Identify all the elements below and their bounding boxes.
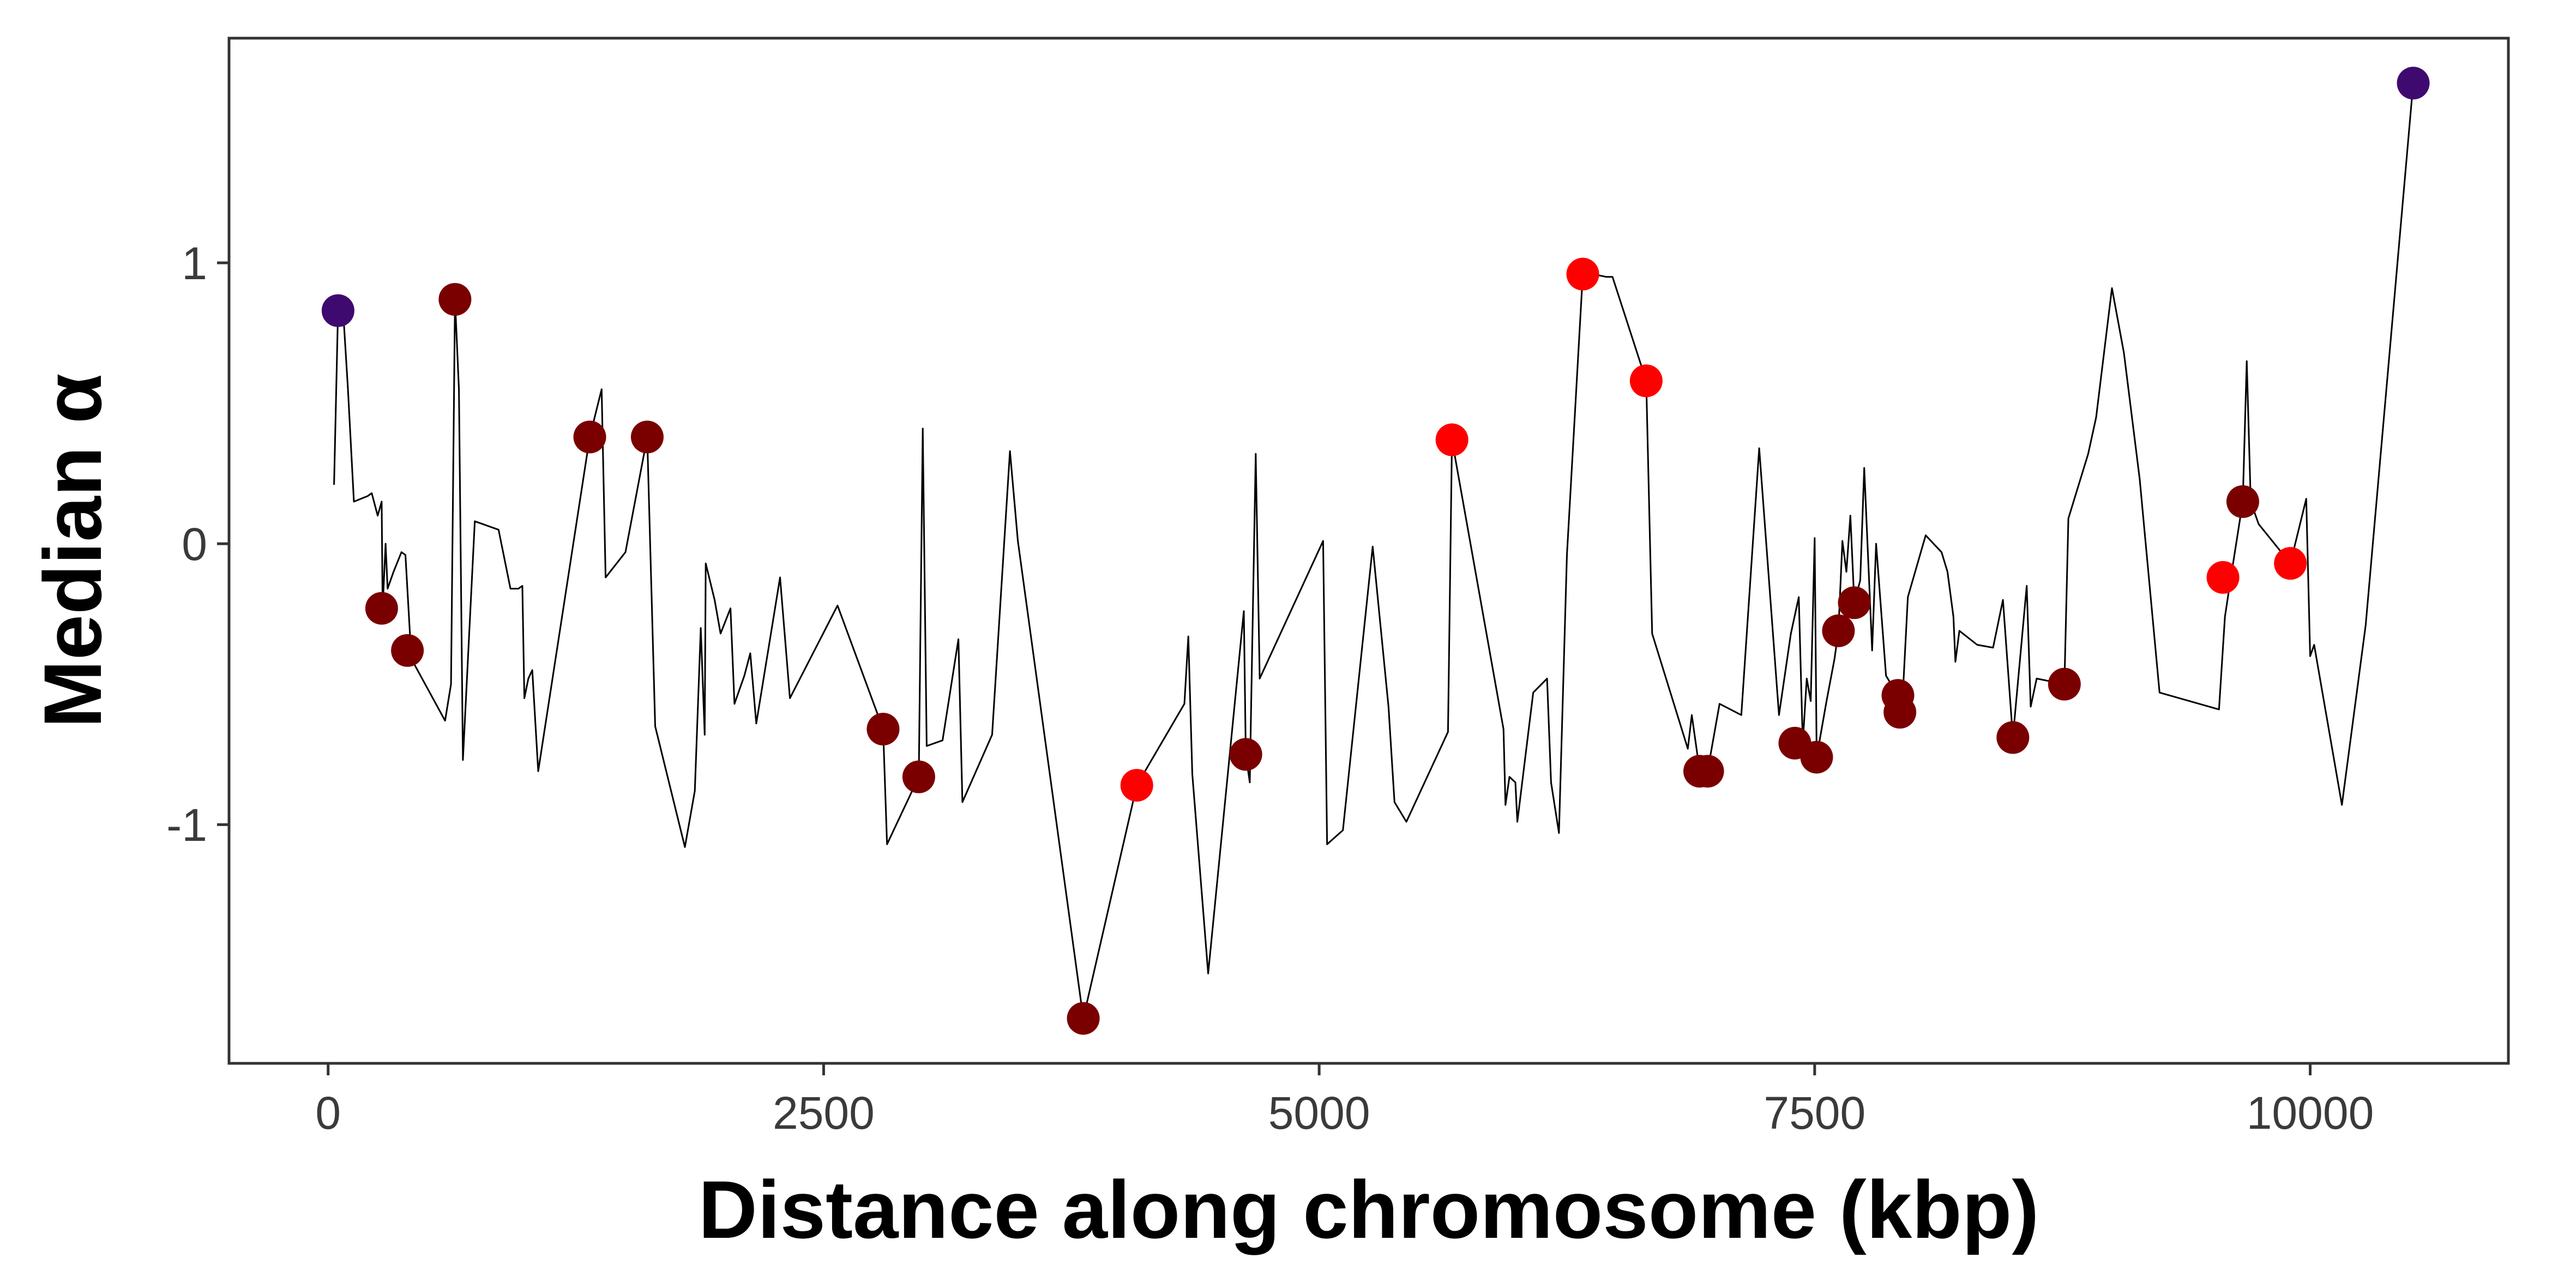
data-point — [1883, 696, 1917, 729]
data-point — [391, 634, 424, 667]
data-point — [2397, 67, 2430, 100]
data-point — [1229, 738, 1262, 771]
data-point — [2274, 547, 2307, 580]
y-tick-label: -1 — [166, 799, 207, 851]
y-axis-title: Median α — [27, 374, 118, 729]
data-point — [866, 713, 900, 746]
x-tick-label: 10000 — [2247, 1087, 2374, 1139]
data-point — [1566, 257, 1599, 291]
x-tick-label: 5000 — [1268, 1087, 1370, 1139]
data-point — [1800, 741, 1833, 774]
series-line — [333, 83, 2414, 1020]
data-point — [1435, 423, 1468, 456]
y-tick-label: 1 — [182, 238, 207, 289]
data-point — [2206, 561, 2240, 594]
data-point — [438, 283, 472, 316]
data-point — [1629, 364, 1663, 398]
data-point — [1838, 586, 1871, 619]
points-layer — [321, 67, 2430, 1035]
x-tick-label: 7500 — [1764, 1087, 1865, 1139]
data-point — [365, 592, 398, 625]
data-point — [1120, 769, 1153, 802]
y-axis: -1 0 1 — [166, 238, 229, 851]
data-point — [630, 420, 664, 454]
data-point — [321, 294, 354, 327]
data-point — [1822, 614, 1855, 647]
data-point — [1067, 1002, 1100, 1035]
data-point — [1996, 721, 2030, 754]
series-layer — [333, 83, 2414, 1020]
x-axis: 0 2500 5000 7500 10000 — [315, 1063, 2374, 1139]
data-point — [2048, 667, 2081, 701]
data-point — [2226, 485, 2259, 518]
x-tick-label: 2500 — [773, 1087, 875, 1139]
data-point — [902, 760, 935, 793]
y-tick-label: 0 — [182, 519, 207, 570]
x-axis-title: Distance along chromosome (kbp) — [699, 1164, 2039, 1255]
data-point — [573, 420, 606, 454]
x-tick-label: 0 — [315, 1087, 341, 1139]
data-point — [1691, 755, 1724, 788]
plot-panel — [227, 37, 2510, 1065]
